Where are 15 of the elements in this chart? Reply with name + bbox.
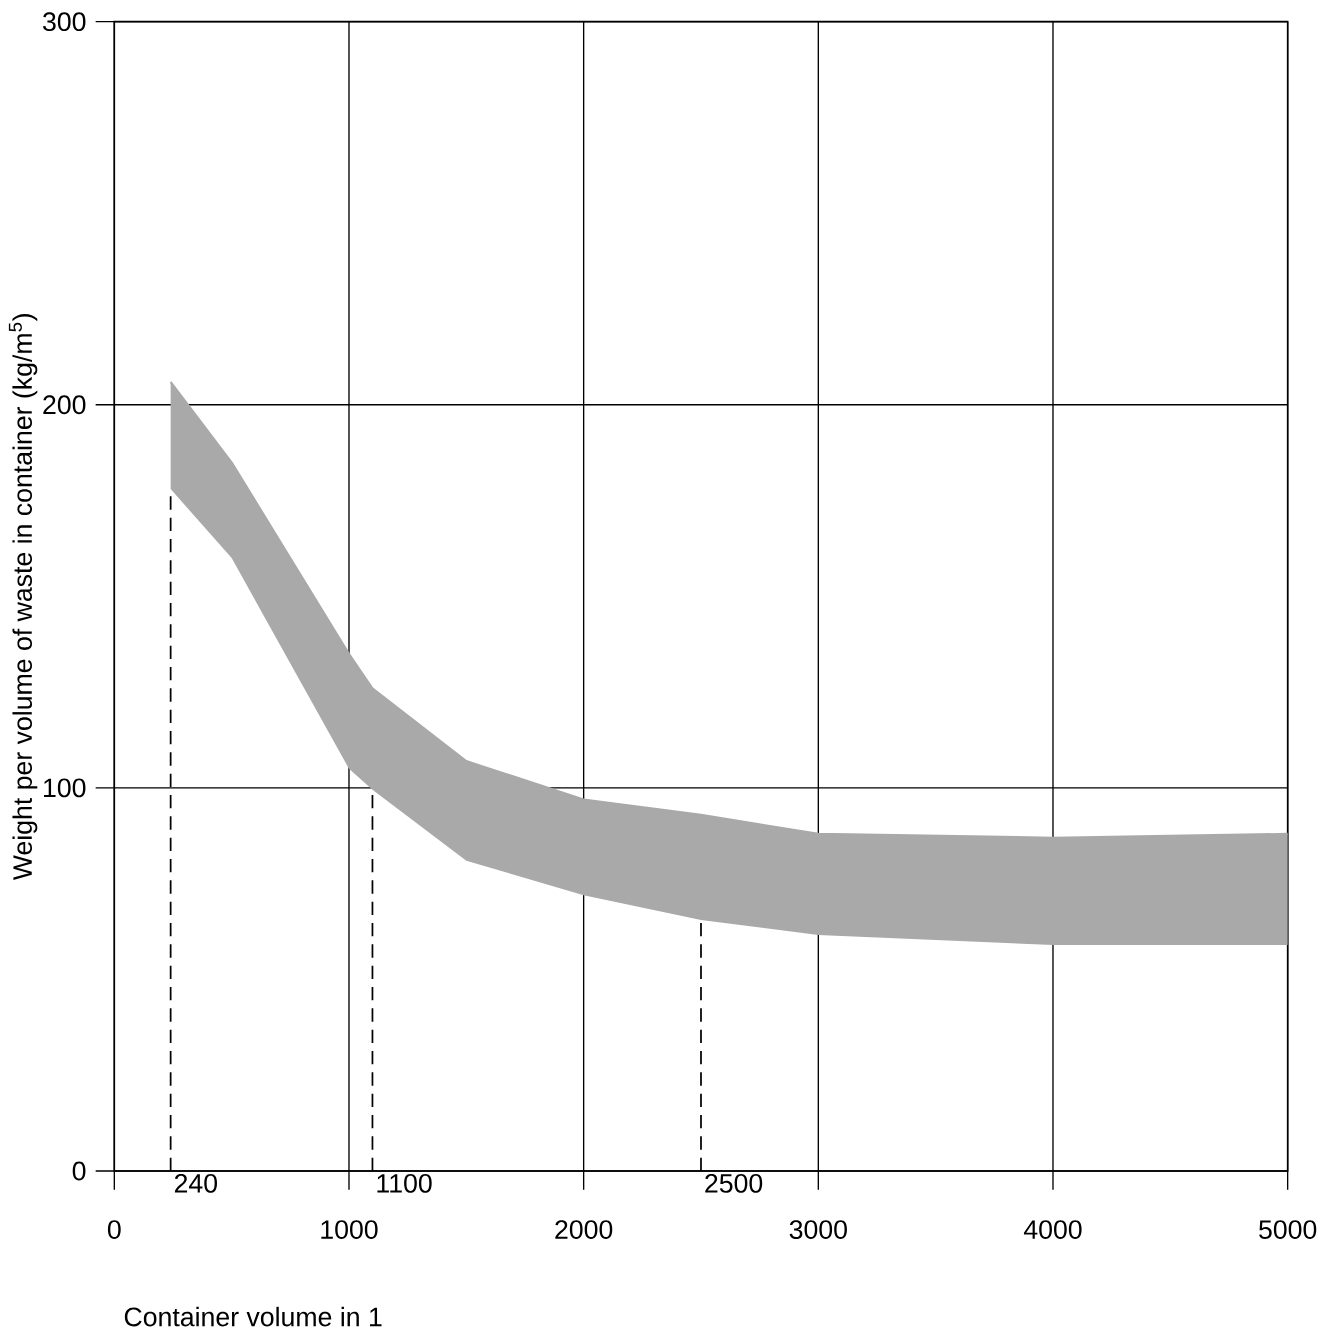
y-tick-label: 200 [43,395,86,415]
y-tick-label: 0 [72,1161,86,1181]
y-tick-label: 100 [44,778,86,798]
y-axis-title: Weight per volume of waste in container (kg/m$^{5}$) [9,314,38,881]
x-tick-label: 3000 [789,1220,848,1240]
x-tick-label: 1000 [321,1220,378,1240]
x-tick-label: 4000 [1024,1220,1082,1240]
x-axis-title: Container volume in 1 [125,1306,382,1327]
ref-line-label: 240 [175,1173,218,1193]
x-tick-label: 2000 [555,1220,613,1240]
ref-line-label: 1100 [377,1173,432,1193]
x-tick-label: 0 [108,1220,121,1240]
y-tick-label: 300 [43,12,86,32]
x-tick-label: 5000 [1259,1220,1317,1240]
ref-line-label: 2500 [705,1173,763,1193]
